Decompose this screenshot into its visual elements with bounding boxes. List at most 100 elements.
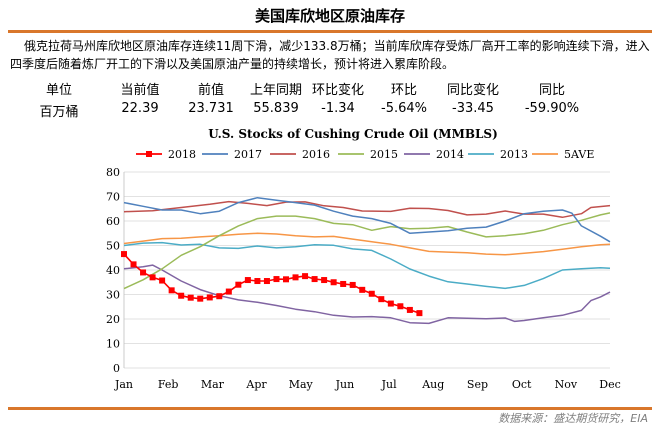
y-tick-label: 30 xyxy=(106,289,120,302)
source-note: 数据来源：盛达期货研究，EIA xyxy=(498,412,648,425)
x-tick-label: Mar xyxy=(201,378,225,391)
series-point-2018 xyxy=(311,276,318,283)
series-point-2018 xyxy=(359,286,366,293)
series-point-2018 xyxy=(206,294,213,301)
series-point-2018 xyxy=(416,310,423,317)
header-divider xyxy=(8,30,652,33)
series-point-2018 xyxy=(378,296,385,303)
y-tick-label: 10 xyxy=(106,338,120,351)
x-tick-label: Feb xyxy=(158,378,179,391)
x-tick-label: Nov xyxy=(555,378,578,391)
x-tick-label: Apr xyxy=(245,378,267,391)
series-point-2018 xyxy=(330,279,337,286)
series-point-2018 xyxy=(197,295,204,302)
series-point-2018 xyxy=(321,277,328,284)
cushing-stocks-chart: U.S. Stocks of Cushing Crude Oil (MMBLS)… xyxy=(0,122,660,402)
series-point-2018 xyxy=(178,292,185,299)
chart-series xyxy=(121,196,611,325)
legend-label-5ave: 5AVE xyxy=(564,148,594,161)
y-tick-label: 20 xyxy=(106,313,120,326)
series-point-2018 xyxy=(302,273,309,280)
stats-table: 单位 当前值 前值 上年同期 环比变化 环比 同比变化 同比 百万桶 22.39… xyxy=(0,79,660,123)
series-line-5ave xyxy=(123,232,611,256)
chart-svg: U.S. Stocks of Cushing Crude Oil (MMBLS)… xyxy=(106,127,621,391)
series-point-2018 xyxy=(292,274,299,281)
series-point-2018 xyxy=(244,277,251,284)
chart-grid xyxy=(123,171,610,369)
stats-header-yoy-change: 同比变化 xyxy=(446,83,499,98)
series-point-2018 xyxy=(159,277,166,284)
series-line-2015 xyxy=(123,212,611,290)
stats-header-current: 当前值 xyxy=(120,83,160,98)
series-line-2014 xyxy=(123,264,611,325)
description-paragraph: 俄克拉荷马州库欣地区原油库存连续11周下滑，减少133.8万桶；当前库欣库存受炼… xyxy=(10,39,650,71)
y-tick-label: 60 xyxy=(106,215,120,228)
series-point-2018 xyxy=(140,269,147,276)
stats-value-row: 百万桶 22.39 23.731 55.839 -1.34 -5.64% -33… xyxy=(0,101,660,123)
series-point-2018 xyxy=(283,276,289,283)
x-axis-ticks: Jan Feb Mar Apr May Jun Jul Aug Sep Oct Nov Dec xyxy=(114,378,621,391)
legend-label-2013: 2013 xyxy=(500,148,528,161)
x-tick-label: Jul xyxy=(381,378,397,391)
chart-title: U.S. Stocks of Cushing Crude Oil (MMBLS) xyxy=(208,127,498,141)
stats-value-yoy-change: -33.45 xyxy=(452,101,494,116)
stats-header-last-year: 上年同期 xyxy=(249,83,302,98)
x-tick-label: Oct xyxy=(512,378,532,391)
y-tick-label: 40 xyxy=(106,264,120,277)
x-tick-label: Dec xyxy=(599,378,621,391)
x-tick-label: Sep xyxy=(467,378,488,391)
series-point-2018 xyxy=(254,278,261,285)
stats-value-last-year: 55.839 xyxy=(253,101,299,116)
series-point-2018 xyxy=(263,278,270,285)
page-title: 美国库欣地区原油库存 xyxy=(254,7,405,25)
series-point-2018 xyxy=(349,281,356,288)
series-point-2018 xyxy=(387,300,394,307)
x-tick-label: Jun xyxy=(335,378,355,391)
series-point-2018 xyxy=(406,306,413,313)
series-point-2018 xyxy=(225,288,232,295)
x-tick-label: Jan xyxy=(114,378,133,391)
stats-value-current: 22.39 xyxy=(121,101,159,116)
series-line-2013 xyxy=(123,241,611,290)
y-tick-label: 80 xyxy=(106,166,120,179)
series-line-2016 xyxy=(123,200,611,219)
stats-header-wow-change: 环比变化 xyxy=(311,83,364,98)
legend-label-2014: 2014 xyxy=(436,148,464,161)
stats-header-unit: 单位 xyxy=(45,83,72,98)
legend-label-2016: 2016 xyxy=(302,148,330,161)
series-point-2018 xyxy=(273,276,280,283)
stats-header-wow-pct: 环比 xyxy=(390,83,417,98)
legend-label-2018: 2018 xyxy=(168,148,196,161)
y-tick-label: 0 xyxy=(113,362,120,375)
page-header: 美国库欣地区原油库存 xyxy=(0,0,660,36)
x-tick-label: Aug xyxy=(421,378,444,391)
footer-divider xyxy=(8,407,652,410)
stats-value-unit: 百万桶 xyxy=(39,105,79,120)
y-tick-label: 50 xyxy=(106,240,120,253)
x-tick-label: May xyxy=(289,378,314,391)
series-point-2018 xyxy=(235,281,242,288)
stats-value-wow-pct: -5.64% xyxy=(381,101,427,116)
stats-header-row: 单位 当前值 前值 上年同期 环比变化 环比 同比变化 同比 xyxy=(0,79,660,101)
series-line-2017 xyxy=(123,196,611,243)
series-point-2018 xyxy=(121,251,127,258)
y-axis-ticks: 0 10 20 30 40 50 60 70 80 xyxy=(106,166,120,375)
stats-value-wow-change: -1.34 xyxy=(321,101,355,116)
y-tick-label: 70 xyxy=(106,191,120,204)
legend-marker-2018 xyxy=(146,151,152,157)
legend-label-2015: 2015 xyxy=(370,148,398,161)
series-point-2018 xyxy=(397,303,404,310)
chart-legend: 2018 2017 2016 2015 2014 2013 5AVE xyxy=(136,148,594,161)
stats-header-previous: 前值 xyxy=(197,83,224,98)
series-point-2018 xyxy=(130,261,137,268)
series-point-2018 xyxy=(187,294,194,301)
series-point-2018 xyxy=(149,274,156,281)
series-point-2018 xyxy=(216,293,223,300)
series-point-2018 xyxy=(168,287,175,294)
stats-value-previous: 23.731 xyxy=(188,101,234,116)
legend-label-2017: 2017 xyxy=(234,148,262,161)
series-point-2018 xyxy=(368,290,375,297)
stats-header-yoy-pct: 同比 xyxy=(538,83,565,98)
stats-value-yoy-pct: -59.90% xyxy=(524,101,580,116)
series-point-2018 xyxy=(340,280,347,287)
